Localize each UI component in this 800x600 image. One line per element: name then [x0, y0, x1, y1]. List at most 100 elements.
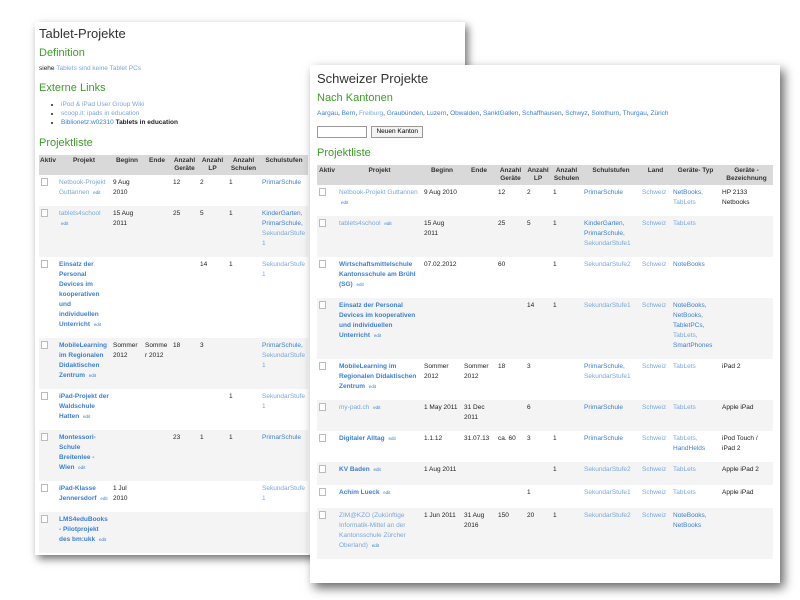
external-link[interactable]: iPod & iPad User Group Wiki: [61, 101, 145, 108]
aktiv-checkbox[interactable]: [319, 301, 326, 309]
project-link[interactable]: Achim Lueck: [339, 489, 380, 496]
schulstufe-link[interactable]: SekundarStufe1: [584, 373, 631, 380]
geraete-typ-link[interactable]: NoteBooks,: [673, 302, 707, 309]
edit-link[interactable]: edit: [93, 322, 102, 327]
edit-link[interactable]: edit: [100, 496, 108, 501]
aktiv-checkbox[interactable]: [41, 484, 48, 492]
aktiv-checkbox[interactable]: [319, 219, 326, 227]
edit-link[interactable]: edit: [371, 543, 379, 548]
project-link[interactable]: tablets4school: [59, 210, 101, 217]
land-link[interactable]: Schweiz: [642, 404, 667, 411]
edit-link[interactable]: edit: [373, 405, 381, 410]
aktiv-checkbox[interactable]: [41, 178, 48, 186]
edit-link[interactable]: edit: [341, 200, 349, 205]
schulstufe-link[interactable]: PrimarSchule: [584, 435, 624, 442]
aktiv-checkbox[interactable]: [319, 511, 326, 519]
edit-link[interactable]: edit: [383, 490, 391, 495]
aktiv-checkbox[interactable]: [41, 341, 48, 349]
kanton-link[interactable]: Obwalden: [450, 110, 480, 117]
edit-link[interactable]: edit: [88, 373, 97, 378]
geraete-typ-link[interactable]: TabLets: [673, 363, 696, 370]
edit-link[interactable]: edit: [356, 282, 364, 287]
project-link[interactable]: iPad-Klasse Jennersdorf: [59, 485, 97, 502]
new-kanton-button[interactable]: Neuen Kanton: [371, 125, 424, 138]
geraete-typ-link[interactable]: TabLets,: [673, 332, 698, 339]
project-link[interactable]: Einsatz der Personal Devices im kooperat…: [339, 302, 416, 339]
definition-link[interactable]: Tablets sind keine Tablet PCs: [56, 65, 142, 72]
geraete-typ-link[interactable]: NoteBooks,: [673, 512, 707, 519]
edit-link[interactable]: edit: [373, 467, 381, 472]
schulstufe-link[interactable]: SekundarStufe1: [262, 352, 306, 369]
schulstufe-link[interactable]: SekundarStufe2: [584, 261, 631, 268]
schulstufe-link[interactable]: SekundarStufe2: [584, 512, 631, 519]
edit-link[interactable]: edit: [93, 190, 101, 195]
land-link[interactable]: Schweiz: [642, 261, 667, 268]
schulstufe-link[interactable]: SekundarStufe1: [262, 485, 306, 502]
edit-link[interactable]: edit: [61, 221, 69, 226]
edit-link[interactable]: edit: [373, 333, 382, 338]
land-link[interactable]: Schweiz: [642, 189, 667, 196]
schulstufe-link[interactable]: PrimarSchule,: [584, 230, 625, 237]
aktiv-checkbox[interactable]: [319, 403, 326, 411]
kanton-link[interactable]: SanktGallen: [482, 110, 519, 117]
geraete-typ-link[interactable]: NetBooks,: [673, 312, 703, 319]
geraete-typ-link[interactable]: NoteBooks: [673, 261, 705, 268]
aktiv-checkbox[interactable]: [319, 465, 326, 473]
aktiv-checkbox[interactable]: [41, 209, 48, 217]
geraete-typ-link[interactable]: SmartPhones: [673, 342, 713, 349]
geraete-typ-link[interactable]: NetBooks: [673, 522, 702, 529]
project-link[interactable]: KV Baden: [339, 466, 370, 473]
project-link[interactable]: tablets4school: [339, 220, 381, 227]
schulstufe-link[interactable]: PrimarSchule,: [262, 220, 303, 227]
schulstufe-link[interactable]: SekundarStufe1: [262, 393, 306, 410]
aktiv-checkbox[interactable]: [41, 433, 48, 441]
schulstufe-link[interactable]: KinderGarten,: [584, 220, 625, 227]
aktiv-checkbox[interactable]: [41, 260, 48, 268]
kanton-input[interactable]: [317, 125, 367, 138]
kanton-link[interactable]: Aargau: [317, 110, 338, 117]
land-link[interactable]: Schweiz: [642, 302, 667, 309]
aktiv-checkbox[interactable]: [41, 392, 48, 400]
kanton-link[interactable]: Zürich: [650, 110, 669, 117]
land-link[interactable]: Schweiz: [642, 220, 667, 227]
aktiv-checkbox[interactable]: [319, 434, 326, 442]
schulstufe-link[interactable]: PrimarSchule,: [262, 342, 303, 349]
kanton-link[interactable]: Schaffhausen: [522, 110, 562, 117]
schulstufe-link[interactable]: PrimarSchule: [584, 404, 624, 411]
kanton-link[interactable]: Bern: [341, 110, 356, 117]
geraete-typ-link[interactable]: TabLets: [673, 404, 696, 411]
kanton-link[interactable]: Thurgau: [622, 110, 647, 117]
land-link[interactable]: Schweiz: [642, 363, 667, 370]
geraete-typ-link[interactable]: NetBooks,: [673, 189, 703, 196]
schulstufe-link[interactable]: SekundarStufe1: [584, 240, 631, 247]
geraete-typ-link[interactable]: TabLets: [673, 466, 696, 473]
aktiv-checkbox[interactable]: [319, 260, 326, 268]
project-link[interactable]: Netbook-Projekt Guttannen: [339, 189, 418, 196]
project-link[interactable]: Einsatz der Personal Devices im kooperat…: [59, 261, 100, 328]
external-link[interactable]: Biblionetz:w02310: [61, 119, 114, 126]
project-link[interactable]: iPad-Projekt der Waldschule Hatten: [59, 393, 109, 420]
geraete-typ-link[interactable]: TabLets: [673, 199, 696, 206]
edit-link[interactable]: edit: [368, 384, 377, 389]
schulstufe-link[interactable]: SekundarStufe1: [262, 261, 306, 278]
project-link[interactable]: LMS4eduBooks - Pilotprojekt des bm:ukk: [59, 516, 108, 543]
geraete-typ-link[interactable]: TabLets: [673, 220, 696, 227]
kanton-link[interactable]: Freiburg: [358, 110, 384, 117]
geraete-typ-link[interactable]: TabletPCs,: [673, 322, 705, 329]
schulstufe-link[interactable]: KinderGarten,: [262, 210, 303, 217]
schulstufe-link[interactable]: PrimarSchule: [262, 179, 302, 186]
schulstufe-link[interactable]: SekundarStufe1: [584, 302, 631, 309]
schulstufe-link[interactable]: SekundarStufe2: [584, 466, 631, 473]
edit-link[interactable]: edit: [388, 436, 396, 441]
land-link[interactable]: Schweiz: [642, 466, 667, 473]
edit-link[interactable]: edit: [83, 414, 91, 419]
project-link[interactable]: Netbook-Projekt Guttannen: [59, 179, 106, 196]
project-link[interactable]: ZIM@KZO (Zukünftige Informatik-Mittel an…: [339, 512, 406, 549]
project-link[interactable]: MobileLearning im Regionalen Didaktische…: [339, 363, 417, 390]
schulstufe-link[interactable]: SekundarStufe1: [262, 230, 306, 247]
schulstufe-link[interactable]: PrimarSchule,: [584, 363, 625, 370]
schulstufe-link[interactable]: SekundarStufe1: [584, 489, 631, 496]
project-link[interactable]: Wirtschaftsmittelschule Kantonsschule am…: [339, 261, 416, 288]
external-link[interactable]: scoop.it: ipads in education: [61, 110, 140, 117]
edit-link[interactable]: edit: [98, 537, 107, 542]
